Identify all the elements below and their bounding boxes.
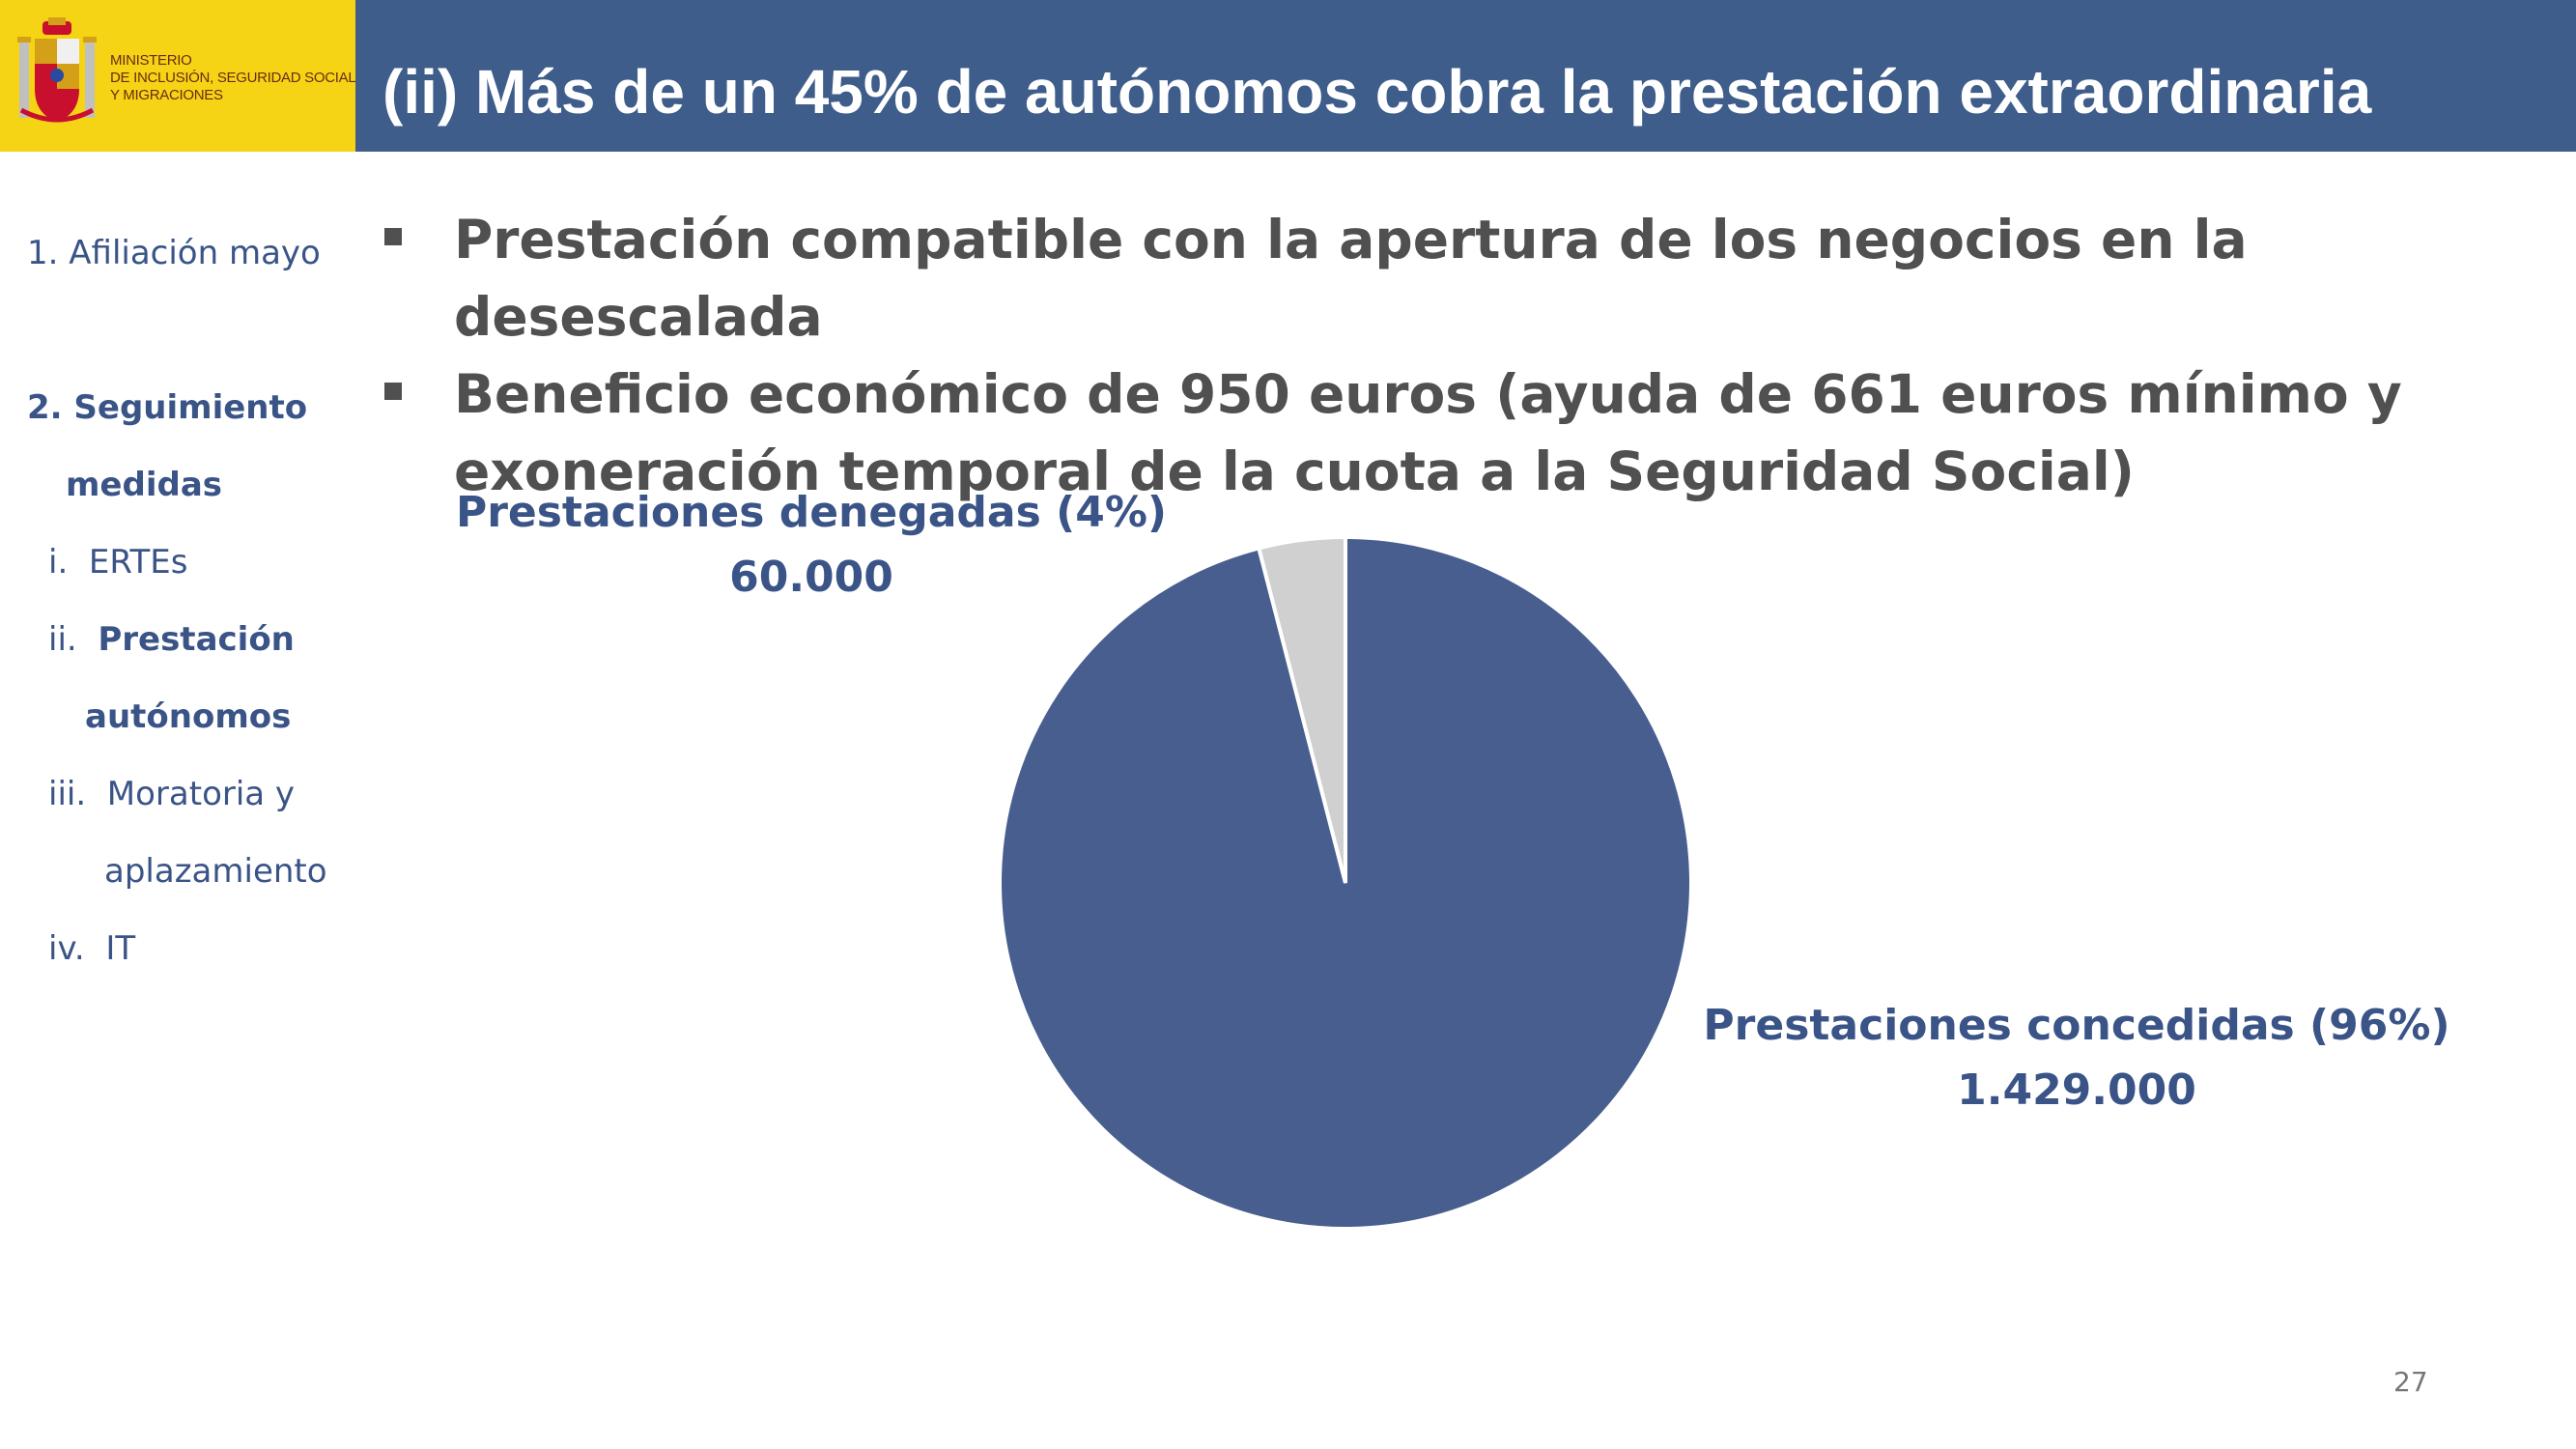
sidebar-item-label: Seguimiento	[73, 388, 308, 427]
sidebar-item-ertes[interactable]: i. ERTEs	[48, 543, 188, 582]
sidebar-item-moratoria[interactable]: iii. Moratoria y	[48, 775, 295, 813]
sidebar-item-label: ERTEs	[88, 543, 188, 582]
square-bullet-icon	[384, 383, 402, 400]
bullet-item: Beneficio económico de 950 euros (ayuda …	[384, 355, 2509, 510]
sidebar-item-label: medidas	[66, 466, 222, 504]
sidebar-item-label: IT	[105, 929, 136, 968]
sidebar-item-label: autónomos	[85, 697, 292, 736]
sidebar-item-medidas[interactable]: medidas	[66, 466, 222, 504]
pie-slice-denegadas	[1256, 534, 1347, 884]
slice-label-concedidas: Prestaciones concedidas (96%)	[1703, 1001, 2449, 1050]
page-number: 27	[2393, 1366, 2428, 1398]
slice-value-concedidas: 1.429.000	[1957, 1065, 2196, 1115]
bullet-list: Prestación compatible con la apertura de…	[384, 201, 2509, 510]
ministry-name: MINISTERIO DE INCLUSIÓN, SEGURIDAD SOCIA…	[110, 52, 356, 104]
sidebar-item-label: Prestación	[98, 620, 295, 659]
bullet-text: Prestación compatible con la apertura de…	[454, 209, 2248, 348]
ministry-line-2: DE INCLUSIÓN, SEGURIDAD SOCIAL	[110, 70, 356, 86]
slide-title: (ii) Más de un 45% de autónomos cobra la…	[382, 57, 2372, 127]
sidebar-item-prestacion[interactable]: ii. Prestación	[48, 620, 295, 659]
sidebar-item-seguimiento[interactable]: 2. Seguimiento	[27, 388, 307, 427]
bullet-item: Prestación compatible con la apertura de…	[384, 201, 2509, 355]
sidebar-item-number: i.	[48, 543, 69, 582]
bullet-text: Beneficio económico de 950 euros (ayuda …	[454, 363, 2402, 502]
sidebar-item-label: Afiliación mayo	[69, 234, 321, 272]
sidebar-item-number: 2.	[27, 388, 63, 427]
coat-of-arms-icon	[17, 17, 97, 123]
sidebar-item-afiliacion[interactable]: 1. Afiliación mayo	[27, 234, 321, 272]
slice-label-denegadas: Prestaciones denegadas (4%)	[456, 488, 1167, 537]
title-bar: (ii) Más de un 45% de autónomos cobra la…	[355, 0, 2576, 152]
ministry-line-1: MINISTERIO	[110, 52, 192, 69]
sidebar-item-number: iv.	[48, 929, 85, 968]
sidebar-item-number: ii.	[48, 620, 77, 659]
square-bullet-icon	[384, 228, 402, 245]
ministry-logo: MINISTERIO DE INCLUSIÓN, SEGURIDAD SOCIA…	[0, 0, 356, 152]
sidebar-item-aplazamiento[interactable]: aplazamiento	[104, 852, 327, 891]
sidebar-item-number: iii.	[48, 775, 87, 813]
sidebar-item-label: aplazamiento	[104, 852, 327, 891]
ministry-line-3: Y MIGRACIONES	[110, 87, 223, 103]
sidebar-item-autonomos[interactable]: autónomos	[85, 697, 291, 736]
pie-slices	[998, 534, 1693, 1231]
slice-value-denegadas: 60.000	[729, 553, 893, 602]
sidebar-item-label: Moratoria y	[106, 775, 296, 813]
sidebar-item-it[interactable]: iv. IT	[48, 929, 135, 968]
sidebar-item-number: 1.	[27, 234, 59, 272]
